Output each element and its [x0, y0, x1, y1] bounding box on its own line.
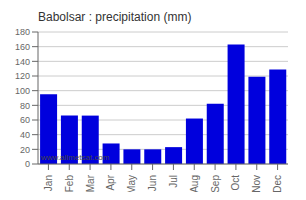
- svg-text:120: 120: [15, 71, 30, 81]
- svg-text:20: 20: [20, 145, 30, 155]
- svg-text:Nov: Nov: [251, 175, 262, 192]
- svg-text:Dec: Dec: [272, 175, 283, 192]
- svg-text:Mar: Mar: [85, 174, 96, 192]
- svg-text:Jan: Jan: [43, 175, 54, 191]
- svg-text:Feb: Feb: [64, 175, 75, 192]
- svg-text:140: 140: [15, 57, 30, 67]
- svg-text:May: May: [126, 175, 137, 192]
- svg-text:Apr: Apr: [105, 174, 116, 190]
- svg-text:80: 80: [20, 101, 30, 111]
- svg-text:Sep: Sep: [210, 175, 221, 192]
- html-text:www.allmetsat.com: www.allmetsat.com: [41, 153, 110, 162]
- html-text:Babolsar : precipitation (mm): Babolsar : precipitation (mm): [38, 10, 192, 24]
- svg-text:Oct: Oct: [230, 175, 241, 191]
- svg-text:0: 0: [25, 159, 30, 169]
- svg-text:180: 180: [15, 27, 30, 37]
- svg-text:Jul: Jul: [168, 175, 179, 188]
- svg-text:160: 160: [15, 42, 30, 52]
- svg-text:Aug: Aug: [189, 175, 200, 192]
- svg-text:Jun: Jun: [147, 175, 158, 191]
- svg-text:40: 40: [20, 130, 30, 140]
- svg-text:100: 100: [15, 86, 30, 96]
- svg-text:60: 60: [20, 115, 30, 125]
